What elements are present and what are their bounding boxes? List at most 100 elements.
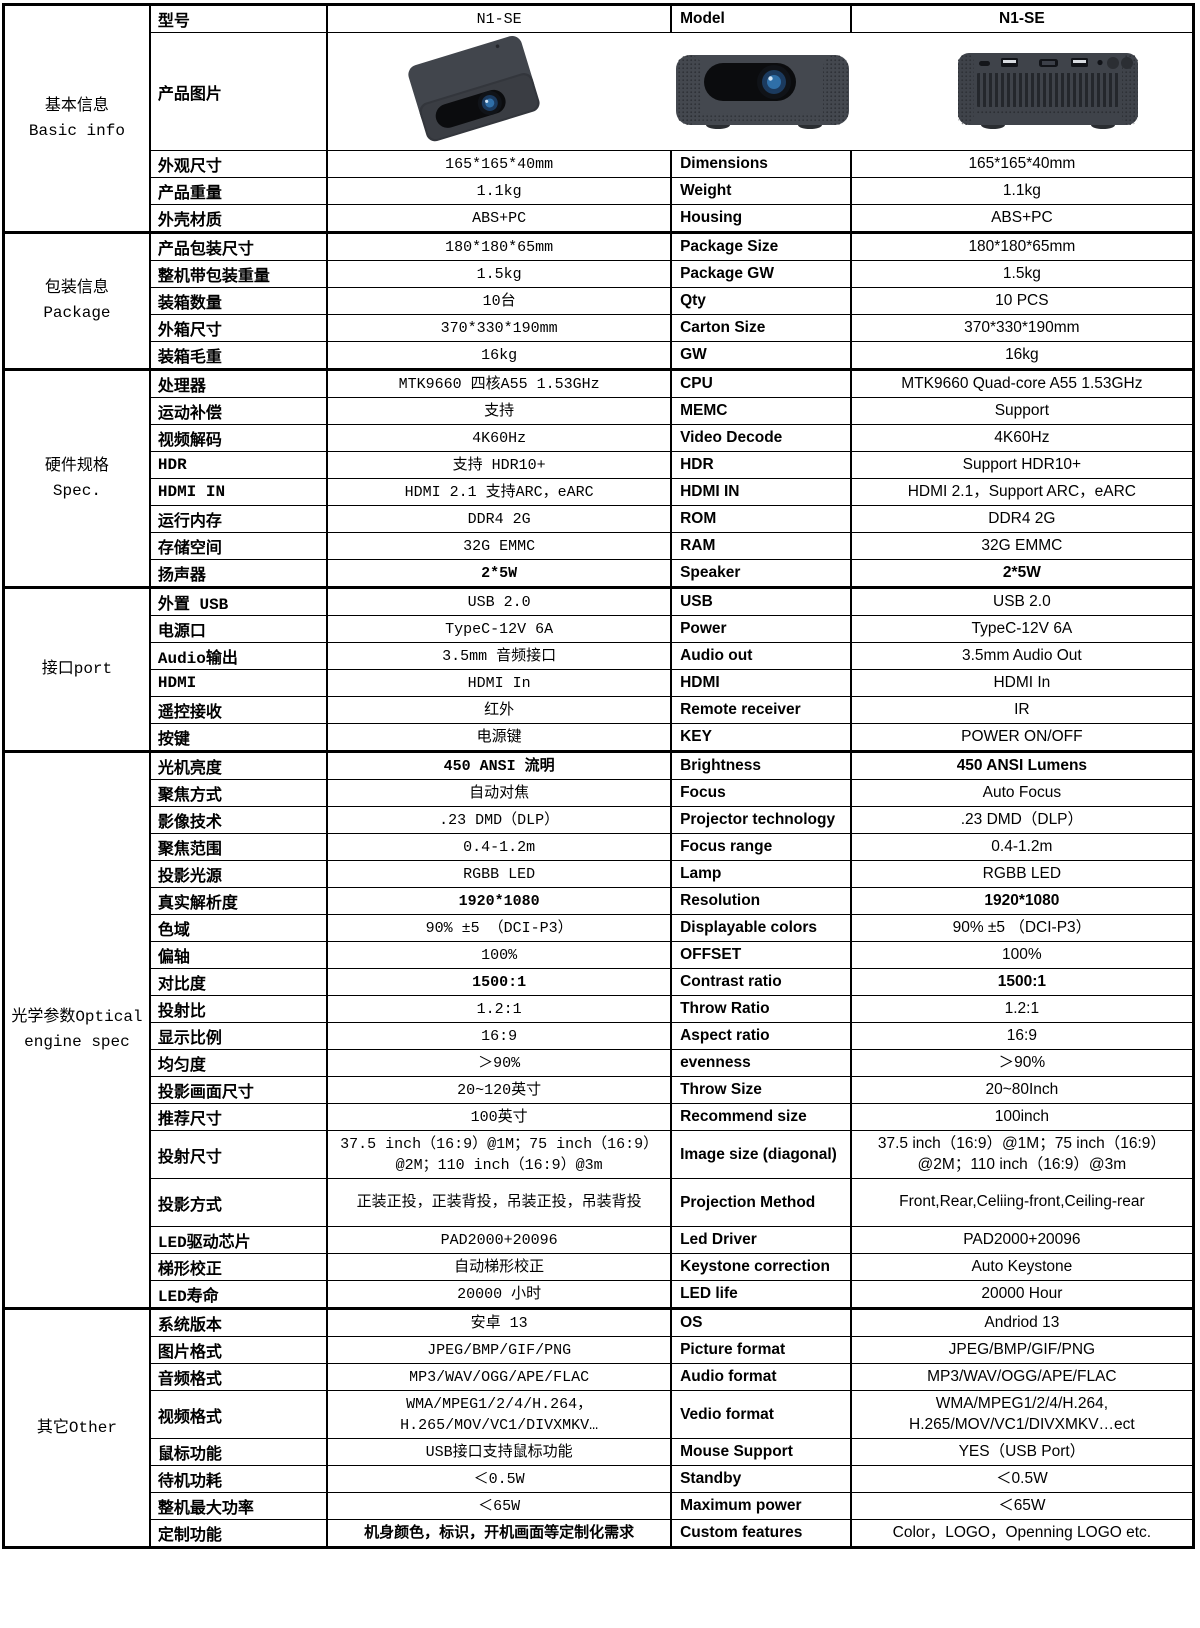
row-label-cn: 定制功能 [148, 1519, 329, 1548]
row-label-cn: 均匀度 [148, 1049, 329, 1077]
category-cell: 包装信息 Package [2, 231, 151, 370]
spec-row: 待机功耗 ＜0.5W Standby ＜0.5W [4, 1465, 1195, 1493]
spec-row: 扬声器 2*5W Speaker 2*5W [4, 559, 1195, 588]
row-label-cn: Audio输出 [148, 642, 329, 670]
value-cn: HDMI 2.1 支持ARC，eARC [326, 478, 673, 506]
value-cn: 0.4-1.2m [326, 833, 673, 861]
row-label-en: HDMI [670, 669, 852, 697]
value-cn: WMA/MPEG1/2/4/H.264， H.265/MOV/VC1/DIVXM… [326, 1390, 673, 1439]
row-label-cn: 外箱尺寸 [148, 314, 329, 342]
spec-row: 外壳材质 ABS+PC Housing ABS+PC [4, 204, 1195, 233]
value-en: YES（USB Port） [849, 1438, 1195, 1466]
row-label-cn: 投影画面尺寸 [148, 1076, 329, 1104]
row-label-en: HDR [670, 451, 852, 479]
value-cn: USB接口支持鼠标功能 [326, 1438, 673, 1466]
row-label-cn: LED寿命 [148, 1280, 329, 1309]
value-cn: ＞90% [326, 1049, 673, 1077]
row-label-en: Keystone correction [670, 1253, 852, 1281]
row-label-cn: 光机亮度 [148, 750, 329, 780]
row-label-cn: 真实解析度 [148, 887, 329, 915]
row-label-en: Package Size [670, 231, 852, 261]
row-label-cn: HDR [148, 451, 329, 479]
spec-row: 显示比例 16:9 Aspect ratio 16:9 [4, 1022, 1195, 1050]
category-cell: 光学参数Optical engine spec [2, 750, 151, 1309]
value-cn: 20000 小时 [326, 1280, 673, 1309]
spec-row: 对比度 1500:1 Contrast ratio 1500:1 [4, 968, 1195, 996]
spec-row: 按键 电源键 KEY POWER ON/OFF [4, 723, 1195, 752]
row-label-cn: 扬声器 [148, 559, 329, 588]
spec-row: 电源口 TypeC-12V 6A Power TypeC-12V 6A [4, 615, 1195, 643]
spec-row: 影像技术 .23 DMD（DLP） Projector technology .23 … [4, 806, 1195, 834]
value-cn: 1.1kg [326, 177, 673, 205]
row-label-cn: 外壳材质 [148, 204, 329, 233]
row-label-cn: 梯形校正 [148, 1253, 329, 1281]
value-cn: 180*180*65mm [326, 231, 673, 261]
row-label-cn: 聚焦范围 [148, 833, 329, 861]
row-label-cn: 影像技术 [148, 806, 329, 834]
value-en: MTK9660 Quad-core A55 1.53GHz [849, 368, 1195, 398]
spec-row: 投影画面尺寸 20~120英寸 Throw Size 20~80Inch [4, 1076, 1195, 1104]
value-cn: 100英寸 [326, 1103, 673, 1131]
value-en: Support [849, 397, 1195, 425]
value-en: Color，LOGO，Openning LOGO etc. [849, 1519, 1195, 1548]
spec-row: 鼠标功能 USB接口支持鼠标功能 Mouse Support YES（USB Port… [4, 1438, 1195, 1466]
spec-row: 图片格式 JPEG/BMP/GIF/PNG Picture format JPEG/B… [4, 1336, 1195, 1364]
value-cn: PAD2000+20096 [326, 1226, 673, 1254]
row-label-en: Recommend size [670, 1103, 852, 1131]
value-en: 165*165*40mm [849, 150, 1195, 178]
value-cn: 支持 [326, 397, 673, 425]
projector-rear-view-image [953, 43, 1143, 140]
value-cn: 10台 [326, 287, 673, 315]
value-cn: 165*165*40mm [326, 150, 673, 178]
row-label-en: USB [670, 586, 852, 616]
row-label-cn: 产品包装尺寸 [148, 231, 329, 261]
value-en: 4K60Hz [849, 424, 1195, 452]
value-cn: 红外 [326, 696, 673, 724]
row-label-cn: 型号 [148, 3, 329, 33]
spec-row: 装箱数量 10台 Qty 10 PCS [4, 287, 1195, 315]
value-cn: 1.2:1 [326, 995, 673, 1023]
row-label-en: evenness [670, 1049, 852, 1077]
value-en: ABS+PC [849, 204, 1195, 233]
spec-row: 推荐尺寸 100英寸 Recommend size 100inch [4, 1103, 1195, 1131]
row-label-en: Projector technology [670, 806, 852, 834]
value-cn: HDMI In [326, 669, 673, 697]
value-en: MP3/WAV/OGG/APE/FLAC [849, 1363, 1195, 1391]
value-cn: MP3/WAV/OGG/APE/FLAC [326, 1363, 673, 1391]
spec-row: HDMI IN HDMI 2.1 支持ARC，eARC HDMI IN HDMI 2.… [4, 478, 1195, 506]
row-label-cn: 整机最大功率 [148, 1492, 329, 1520]
row-label-cn: 偏轴 [148, 941, 329, 969]
row-label-cn: 推荐尺寸 [148, 1103, 329, 1131]
spec-row: 包装信息 Package 产品包装尺寸 180*180*65mm Package Si… [2, 231, 1195, 370]
value-en: 100inch [849, 1103, 1195, 1131]
spec-row: 光学参数Optical engine spec 光机亮度 450 ANSI 流明 Br… [2, 750, 1195, 1309]
row-label-en: Lamp [670, 860, 852, 888]
row-label-cn: LED驱动芯片 [148, 1226, 329, 1254]
row-label-en: Package GW [670, 260, 852, 288]
value-en: DDR4 2G [849, 505, 1195, 533]
row-label-en: CPU [670, 368, 852, 398]
spec-row: HDR 支持 HDR10+ HDR Support HDR10+ [4, 451, 1195, 479]
row-label-en: Remote receiver [670, 696, 852, 724]
row-label-en: Standby [670, 1465, 852, 1493]
spec-row: 接口port 外置 USB USB 2.0 USB USB 2.0 [2, 586, 1195, 752]
row-label-en: Contrast ratio [670, 968, 852, 996]
row-label-en: OS [670, 1307, 852, 1337]
category-cell: 其它Other [2, 1307, 151, 1548]
value-en: 1.2:1 [849, 995, 1195, 1023]
spec-row: 梯形校正 自动梯形校正 Keystone correction Auto Keysto… [4, 1253, 1195, 1281]
row-label-cn: 运行内存 [148, 505, 329, 533]
row-label-en: Maximum power [670, 1492, 852, 1520]
row-label-cn: 视频解码 [148, 424, 329, 452]
spec-row: 色域 90% ±5 （DCI-P3） Displayable colors 90% ±… [4, 914, 1195, 942]
spec-row: 运行内存 DDR4 2G ROM DDR4 2G [4, 505, 1195, 533]
value-en: HDMI 2.1，Support ARC，eARC [849, 478, 1195, 506]
row-label-en: Weight [670, 177, 852, 205]
value-en: 10 PCS [849, 287, 1195, 315]
value-cn: 电源键 [326, 723, 673, 752]
value-cn: 1920*1080 [326, 887, 673, 915]
value-cn: 机身颜色，标识，开机画面等定制化需求 [326, 1519, 673, 1548]
value-cn: 自动对焦 [326, 779, 673, 807]
row-label-en: Vedio format [670, 1390, 852, 1439]
